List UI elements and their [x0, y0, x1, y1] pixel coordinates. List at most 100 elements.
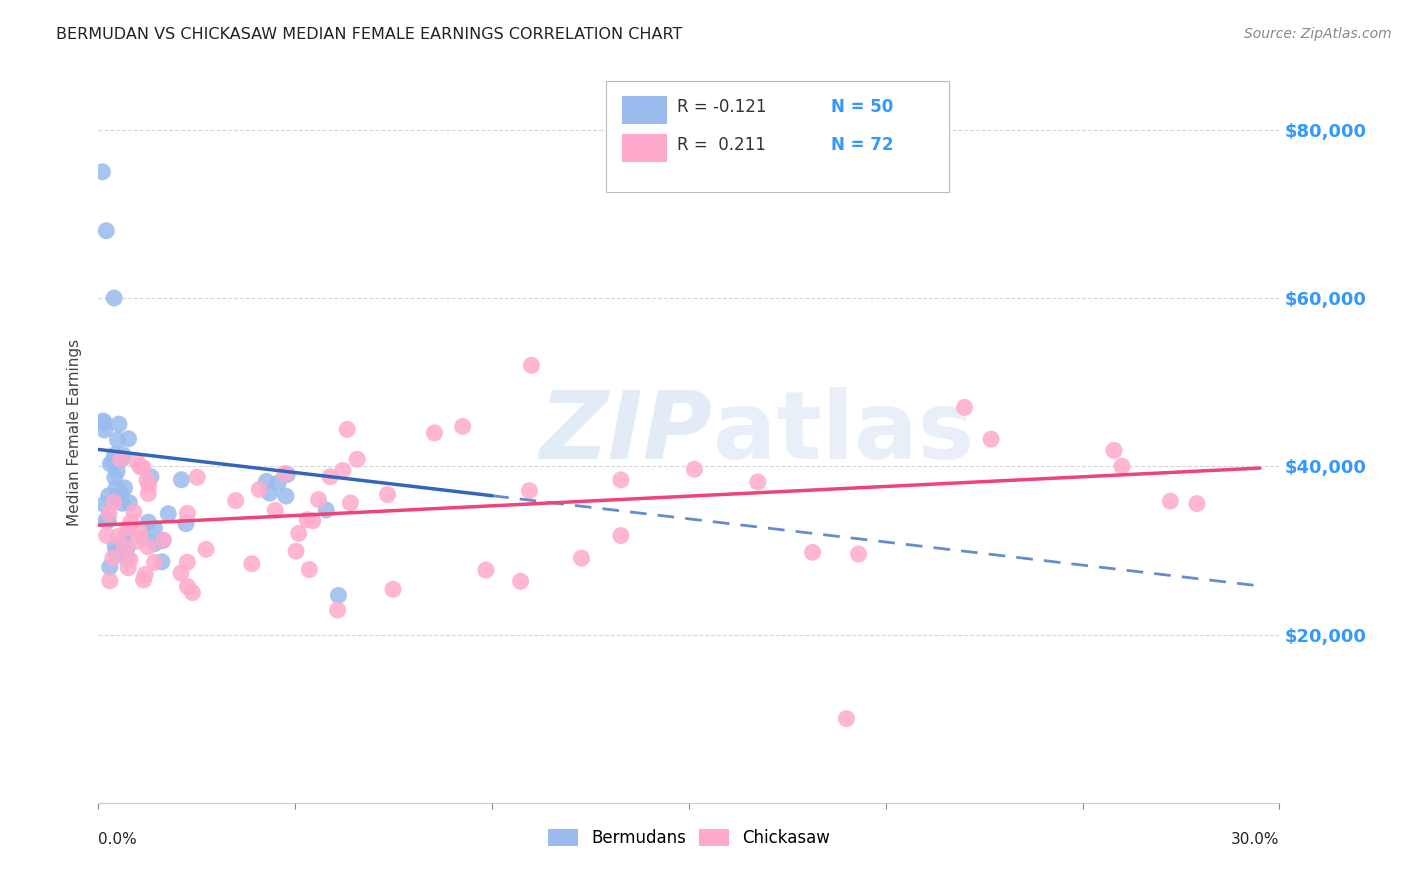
Point [308, 492, 330, 507]
Point [315, 503, 337, 517]
Point [112, 533, 135, 547]
Point [105, 546, 128, 560]
Text: R =  0.211: R = 0.211 [678, 136, 766, 154]
Point [186, 470, 208, 484]
Point [683, 462, 706, 476]
Text: Source: ZipAtlas.com: Source: ZipAtlas.com [1244, 27, 1392, 41]
Point [297, 513, 319, 527]
Point [152, 533, 174, 548]
Point [254, 475, 277, 489]
Text: R = -0.121: R = -0.121 [678, 98, 766, 116]
Point [101, 455, 124, 469]
Point [519, 483, 541, 498]
Point [97, 489, 120, 503]
Point [747, 475, 769, 489]
Point [143, 536, 166, 550]
Point [117, 541, 139, 555]
Point [423, 425, 446, 440]
Point [274, 467, 297, 481]
Point [129, 459, 152, 474]
Point [170, 566, 193, 581]
Point [101, 551, 124, 566]
FancyBboxPatch shape [606, 81, 949, 192]
Point [346, 452, 368, 467]
Point [107, 433, 129, 447]
Point [98, 507, 121, 521]
Point [610, 528, 633, 542]
Point [96, 224, 118, 238]
Point [98, 574, 121, 588]
Point [259, 486, 281, 500]
Text: N = 72: N = 72 [831, 136, 893, 154]
Point [104, 470, 127, 484]
Point [247, 483, 270, 497]
Point [848, 547, 870, 561]
Point [953, 401, 976, 415]
Point [377, 487, 399, 501]
Point [111, 496, 134, 510]
Point [103, 448, 125, 462]
Point [181, 585, 204, 599]
Point [475, 563, 498, 577]
Y-axis label: Median Female Earnings: Median Female Earnings [67, 339, 83, 526]
Point [1111, 459, 1133, 474]
Point [520, 359, 543, 373]
Point [143, 556, 166, 570]
Point [240, 557, 263, 571]
Point [264, 503, 287, 517]
Point [98, 457, 121, 471]
Point [143, 521, 166, 535]
Point [93, 416, 115, 430]
Point [176, 555, 198, 569]
Point [339, 496, 361, 510]
Point [136, 486, 159, 500]
Point [174, 516, 197, 531]
Point [285, 544, 308, 558]
Point [117, 524, 139, 539]
Point [118, 552, 141, 566]
Point [120, 516, 142, 530]
Text: BERMUDAN VS CHICKASAW MEDIAN FEMALE EARNINGS CORRELATION CHART: BERMUDAN VS CHICKASAW MEDIAN FEMALE EARN… [56, 27, 683, 42]
Point [157, 507, 180, 521]
Point [1102, 443, 1125, 458]
Point [97, 513, 120, 527]
Point [114, 541, 136, 555]
Point [114, 481, 136, 495]
Point [105, 481, 128, 495]
Text: atlas: atlas [713, 386, 973, 479]
Point [93, 423, 115, 437]
Point [301, 514, 323, 528]
Point [287, 526, 309, 541]
Point [176, 580, 198, 594]
Point [105, 490, 128, 504]
Point [274, 489, 297, 503]
Point [110, 486, 132, 500]
Point [108, 417, 131, 431]
FancyBboxPatch shape [621, 135, 666, 162]
Point [118, 496, 141, 510]
Point [134, 567, 156, 582]
Point [110, 452, 132, 467]
Point [136, 473, 159, 487]
Point [176, 507, 198, 521]
Text: N = 50: N = 50 [831, 98, 893, 116]
Point [125, 454, 148, 468]
Point [332, 463, 354, 477]
Point [336, 422, 359, 436]
Point [129, 526, 152, 541]
Point [835, 712, 858, 726]
Point [276, 467, 298, 482]
Point [382, 582, 405, 597]
Point [980, 432, 1002, 446]
Point [112, 448, 135, 462]
Point [225, 493, 247, 508]
Point [298, 563, 321, 577]
Point [152, 533, 174, 548]
Point [138, 478, 160, 492]
Point [117, 521, 139, 535]
Point [103, 495, 125, 509]
Point [451, 419, 474, 434]
Text: 30.0%: 30.0% [1232, 831, 1279, 847]
Point [326, 603, 349, 617]
FancyBboxPatch shape [621, 95, 666, 124]
